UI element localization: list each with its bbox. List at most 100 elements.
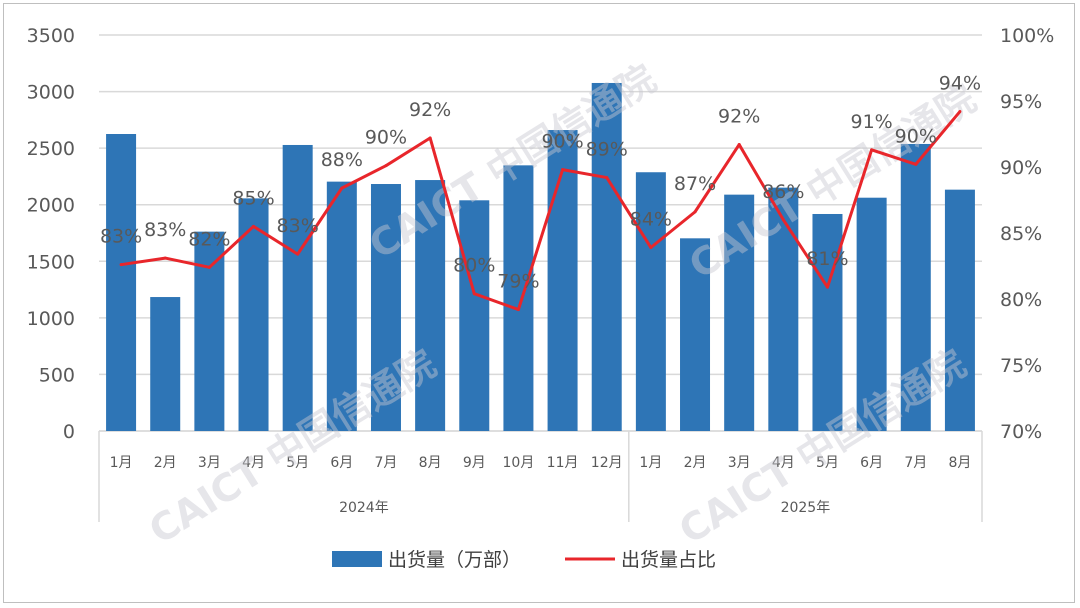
bar — [768, 187, 799, 431]
category-label: 7月 — [375, 455, 398, 471]
data-label: 83% — [277, 215, 319, 237]
category-label: 3月 — [728, 455, 751, 471]
category-label: 8月 — [948, 455, 971, 471]
data-label: 90% — [895, 125, 937, 147]
bar — [724, 194, 755, 431]
category-label: 9月 — [463, 455, 486, 471]
legend-label-line: 出货量占比 — [621, 549, 716, 571]
line-point — [737, 143, 741, 147]
line-point — [914, 162, 918, 166]
data-label: 83% — [100, 226, 142, 248]
data-label: 92% — [718, 106, 760, 128]
line-point — [561, 168, 565, 172]
line-point — [693, 210, 697, 214]
line-point — [384, 164, 388, 168]
right-axis-tick: 90% — [1000, 157, 1042, 179]
right-axis-tick: 70% — [1000, 421, 1042, 443]
left-axis-tick: 0 — [63, 421, 75, 443]
legend-label-bar: 出货量（万部） — [388, 549, 521, 571]
category-label: 4月 — [242, 455, 265, 471]
line-point — [252, 224, 256, 228]
group-label: 2024年 — [339, 500, 389, 516]
line-point — [870, 148, 874, 152]
left-axis-tick: 3000 — [27, 82, 75, 104]
line-point — [163, 256, 167, 260]
line-point — [472, 292, 476, 296]
category-label: 11月 — [547, 455, 579, 471]
right-axis-tick: 100% — [1000, 25, 1054, 47]
bar — [282, 144, 313, 431]
category-label: 1月 — [110, 455, 133, 471]
bar — [944, 189, 975, 431]
bar — [900, 143, 931, 431]
data-label: 89% — [586, 139, 628, 161]
data-label: 84% — [630, 209, 672, 231]
bar — [326, 181, 357, 431]
bar — [459, 200, 490, 431]
category-label: 5月 — [286, 455, 309, 471]
bar — [635, 172, 666, 431]
data-label: 80% — [453, 255, 495, 277]
bar — [591, 82, 622, 432]
data-label: 83% — [144, 219, 186, 241]
category-label: 1月 — [639, 455, 662, 471]
legend-swatch-bar — [332, 551, 382, 567]
bar — [812, 213, 843, 431]
bar — [106, 134, 137, 431]
category-label: 2月 — [684, 455, 707, 471]
data-label: 86% — [762, 181, 804, 203]
category-label: 2月 — [154, 455, 177, 471]
bar — [680, 238, 711, 431]
data-label: 90% — [365, 127, 407, 149]
data-label: 87% — [674, 173, 716, 195]
bar — [415, 180, 446, 431]
line-point — [207, 265, 211, 269]
bar — [370, 184, 401, 431]
line-point — [825, 285, 829, 289]
data-label: 92% — [409, 99, 451, 121]
category-label: 5月 — [816, 455, 839, 471]
right-axis-tick: 85% — [1000, 223, 1042, 245]
data-label: 90% — [541, 131, 583, 153]
data-label: 81% — [806, 248, 848, 270]
line-point — [119, 263, 123, 267]
category-label: 7月 — [904, 455, 927, 471]
bar — [547, 130, 578, 432]
left-axis-tick: 2000 — [27, 195, 75, 217]
category-label: 10月 — [503, 455, 535, 471]
line-point — [428, 136, 432, 140]
left-axis-tick: 3500 — [27, 25, 75, 47]
share-line — [120, 110, 962, 312]
category-label: 3月 — [198, 455, 221, 471]
left-axis-tick: 1500 — [27, 251, 75, 273]
left-axis-tick: 1000 — [27, 308, 75, 330]
line-point — [296, 252, 300, 256]
right-axis-tick: 75% — [1000, 355, 1042, 377]
data-label: 91% — [851, 111, 893, 133]
bar — [503, 165, 534, 431]
right-axis-tick: 80% — [1000, 289, 1042, 311]
data-label: 79% — [497, 271, 539, 293]
data-label: 82% — [188, 228, 230, 250]
category-label: 4月 — [772, 455, 795, 471]
data-label: 85% — [232, 187, 274, 209]
line-point — [781, 218, 785, 222]
line-point — [605, 176, 609, 180]
category-label: 12月 — [591, 455, 623, 471]
line-point — [516, 308, 520, 312]
bar — [856, 197, 887, 431]
left-axis-tick: 500 — [39, 364, 75, 386]
category-label: 6月 — [330, 455, 353, 471]
data-label: 94% — [939, 73, 981, 95]
bar — [150, 297, 181, 431]
line-point — [649, 246, 653, 250]
group-label: 2025年 — [781, 500, 831, 516]
left-axis-tick: 2500 — [27, 138, 75, 160]
right-axis-tick: 95% — [1000, 91, 1042, 113]
category-label: 8月 — [419, 455, 442, 471]
data-label: 88% — [321, 149, 363, 171]
category-label: 6月 — [860, 455, 883, 471]
line-point — [340, 186, 344, 190]
chart-frame — [3, 3, 1075, 603]
